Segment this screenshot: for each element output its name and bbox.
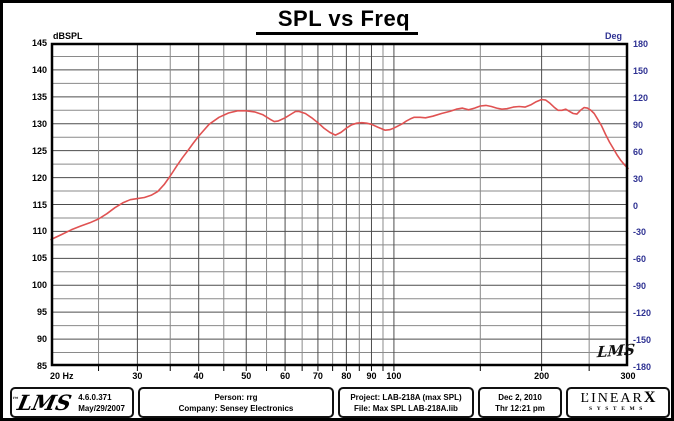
footer-info-bar: ™ LMS 4.6.0.371 May/29/2007 Person: rrg … — [10, 387, 670, 418]
linearx-systems-label: SYSTEMS — [589, 405, 647, 412]
left-axis-unit-label: dBSPL — [53, 31, 83, 41]
x-tick-label: 200 — [534, 371, 550, 381]
x-tick-label: 80 — [341, 371, 352, 381]
y-right-tick-label: 150 — [633, 65, 649, 76]
linearx-x: X — [643, 388, 656, 406]
x-tick-label: 100 — [386, 371, 402, 381]
y-right-tick-label: -180 — [633, 362, 652, 372]
linearx-name: ĽINEAR — [580, 390, 644, 406]
y-left-tick-label: 140 — [31, 64, 47, 75]
y-right-tick-label: -120 — [633, 308, 652, 319]
y-right-tick-label: 60 — [633, 146, 644, 157]
time-value: Thr 12:21 pm — [495, 403, 545, 413]
footer-date-box: Dec 2, 2010 Thr 12:21 pm — [478, 387, 562, 418]
lms-logo-text: LMS — [15, 390, 74, 415]
software-date: May/29/2007 — [78, 403, 125, 413]
y-right-tick-label: -90 — [633, 281, 647, 292]
y-right-tick-label: 120 — [633, 92, 649, 103]
x-tick-label: 300 — [620, 371, 636, 381]
lms-logo: ™ LMS — [11, 390, 74, 415]
y-right-tick-label: -60 — [633, 254, 647, 265]
linearx-logo: ĽINEARX — [580, 389, 656, 406]
x-tick-label: 50 — [241, 371, 252, 381]
file-value: File: Max SPL LAB-218A.lib — [354, 403, 458, 413]
y-right-tick-label: 90 — [633, 119, 644, 130]
y-right-tick-label: 180 — [633, 39, 649, 49]
footer-linearx-box: ĽINEARX SYSTEMS — [566, 387, 670, 418]
company-value: Company: Sensey Electronics — [178, 403, 294, 413]
version-info: 4.6.0.371 May/29/2007 — [78, 392, 125, 414]
lms-watermark: LMS — [596, 340, 636, 362]
y-left-tick-label: 85 — [36, 361, 47, 371]
y-right-tick-label: 30 — [633, 173, 644, 184]
x-tick-label: 20 Hz — [50, 371, 74, 381]
y-left-tick-label: 90 — [36, 334, 47, 345]
project-value: Project: LAB-218A (max SPL) — [350, 392, 462, 402]
y-right-tick-label: -30 — [633, 227, 647, 238]
person-value: Person: rrg — [214, 392, 258, 402]
x-tick-label: 70 — [312, 371, 323, 381]
spl-curve — [50, 98, 629, 241]
y-left-tick-label: 110 — [32, 226, 47, 237]
title-row: SPL vs Freq — [3, 6, 671, 35]
date-value: Dec 2, 2010 — [498, 392, 542, 402]
y-right-tick-label: -150 — [633, 335, 652, 346]
page-title: SPL vs Freq — [255, 6, 419, 35]
spl-frequency-plot: LMS — [50, 42, 636, 371]
y-left-tick-label: 145 — [31, 38, 47, 48]
y-left-tick-label: 130 — [31, 118, 47, 129]
y-left-tick-label: 135 — [31, 91, 47, 102]
software-version: 4.6.0.371 — [78, 392, 112, 402]
plot-canvas — [50, 42, 629, 371]
y-left-tick-label: 95 — [36, 307, 47, 318]
y-left-tick-label: 115 — [32, 199, 47, 210]
x-tick-label: 60 — [280, 371, 291, 381]
footer-project-box: Project: LAB-218A (max SPL) File: Max SP… — [338, 387, 474, 418]
y-left-tick-label: 100 — [31, 280, 47, 291]
footer-version-box: ™ LMS 4.6.0.371 May/29/2007 — [10, 387, 134, 418]
plot-border — [50, 42, 629, 367]
right-axis-unit-label: Deg — [605, 31, 623, 41]
y-right-tick-label: 0 — [633, 200, 639, 211]
y-left-tick-label: 105 — [31, 253, 47, 264]
y-left-tick-label: 120 — [31, 172, 47, 183]
x-tick-label: 30 — [132, 371, 143, 381]
y-left-tick-label: 125 — [31, 145, 47, 156]
footer-person-box: Person: rrg Company: Sensey Electronics — [138, 387, 334, 418]
x-tick-label: 40 — [193, 371, 204, 381]
x-tick-label: 90 — [366, 371, 377, 381]
